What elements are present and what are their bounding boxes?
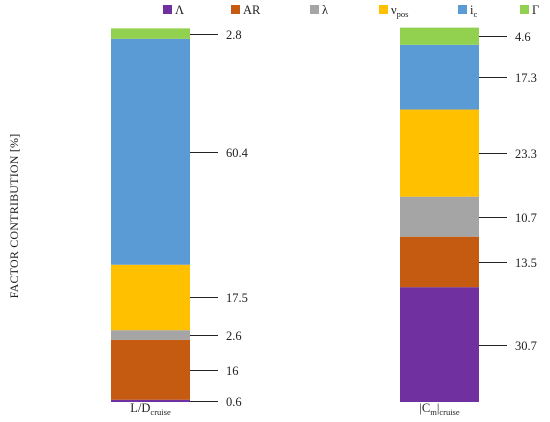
data-label: 0.6: [226, 395, 242, 409]
legend-label: ic: [470, 3, 477, 19]
legend-label: νpos: [391, 3, 408, 19]
legend-swatch: [458, 5, 467, 14]
bars: [111, 27, 479, 402]
y-axis-label: FACTOR CONTRIBUTION [%]: [7, 134, 21, 299]
bar-segment: [111, 264, 190, 331]
legend: Λ AR λ νpos ic Γ: [163, 3, 539, 19]
legend-item: Λ: [163, 3, 184, 17]
data-label: 23.3: [515, 147, 537, 161]
legend-label: λ: [322, 3, 328, 17]
legend-label: Λ: [175, 3, 184, 17]
bar-segment: [111, 28, 190, 39]
bar-segment: [111, 339, 190, 400]
legend-item: AR: [231, 3, 261, 17]
legend-item: νpos: [379, 3, 408, 19]
category-labels: L/Dcruise |Cm|cruise: [130, 401, 460, 417]
bar-segment: [400, 44, 479, 110]
data-label: 16: [226, 364, 239, 378]
data-label: 10.7: [515, 211, 537, 225]
data-label: 17.3: [515, 71, 537, 85]
legend-label: Γ: [532, 3, 539, 17]
bar-segment: [400, 196, 479, 237]
legend-swatch: [231, 5, 240, 14]
data-label: 2.6: [226, 329, 242, 343]
data-labels: 0.6 16 2.6 17.5 60.4 2.8 30.7 13.5 10.7 23.3 17.3 4…: [190, 28, 537, 409]
category-label: |Cm|cruise: [419, 401, 460, 417]
category-label: L/Dcruise: [130, 401, 171, 417]
data-label: 30.7: [515, 339, 537, 353]
legend-swatch: [163, 5, 172, 14]
bar-segment: [400, 236, 479, 288]
legend-item: λ: [310, 3, 328, 17]
bar-segment: [111, 330, 190, 340]
data-label: 4.6: [515, 30, 531, 44]
data-label: 2.8: [226, 28, 242, 42]
bar-segment: [111, 38, 190, 265]
bar-segment: [400, 27, 479, 45]
legend-item: ic: [458, 3, 477, 19]
bar-segment: [400, 287, 479, 402]
legend-swatch: [310, 5, 319, 14]
legend-swatch: [379, 5, 388, 14]
bar-segment: [111, 399, 190, 402]
legend-swatch: [520, 5, 529, 14]
data-label: 60.4: [226, 146, 249, 160]
data-label: 13.5: [515, 256, 537, 270]
data-label: 17.5: [226, 291, 248, 305]
legend-item: Γ: [520, 3, 539, 17]
bar-segment: [400, 109, 479, 197]
legend-label: AR: [243, 3, 261, 17]
